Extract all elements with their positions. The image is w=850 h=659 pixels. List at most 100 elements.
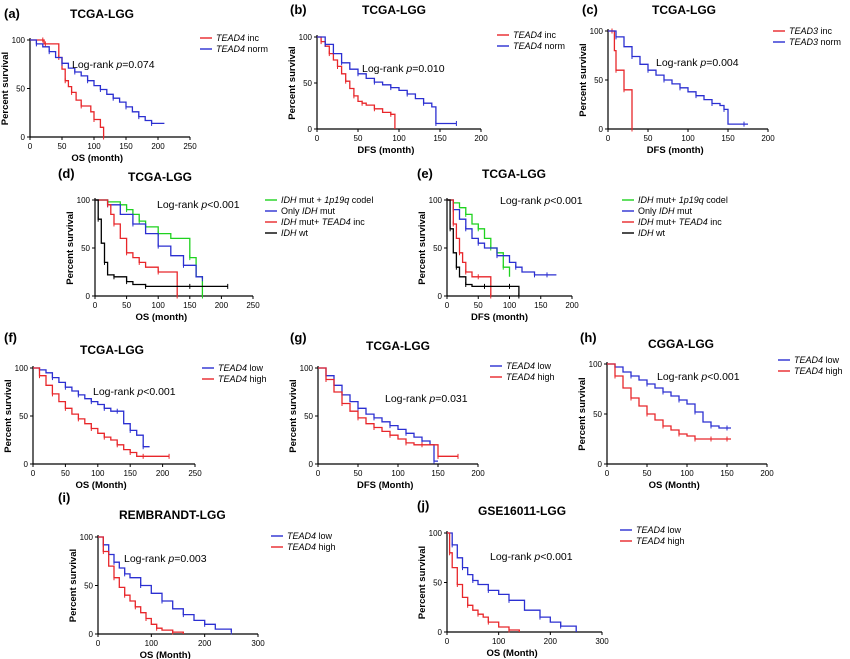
x-tick-label: 100 — [152, 301, 166, 310]
x-tick-label: 100 — [145, 639, 159, 648]
logrank-annotation: Log-rank p=0.010 — [362, 63, 445, 75]
y-tick-label: 50 — [19, 412, 28, 421]
y-axis-label: Percent survival — [288, 379, 299, 452]
x-axis-label: DFS (Month) — [357, 480, 413, 491]
x-axis-label: DFS (month) — [357, 145, 414, 156]
x-tick-label: 50 — [122, 301, 131, 310]
x-tick-label: 50 — [58, 142, 67, 151]
panel-title: REMBRANDT-LGG — [119, 508, 226, 522]
survival-curve — [608, 30, 748, 125]
legend-entry: IDH mut + 1p19q codel — [281, 195, 373, 205]
y-tick-label: 50 — [593, 410, 602, 419]
legend-entry: TEAD3 norm — [789, 37, 841, 47]
x-axis-label: OS (month) — [71, 153, 123, 164]
panel-title: TCGA-LGG — [70, 7, 134, 21]
survival-panel: (c) TCGA-LGG 0 50 100 150 200 0 50 100 DFS (month)… — [578, 2, 841, 156]
survival-curve — [30, 39, 105, 137]
x-tick-label: 50 — [474, 301, 483, 310]
legend-entry: TEAD4 norm — [513, 41, 565, 51]
y-tick-label: 0 — [24, 460, 29, 469]
y-tick-label: 50 — [303, 79, 312, 88]
legend-entry: IDH mut+ TEAD4 inc — [638, 217, 722, 227]
y-tick-label: 100 — [429, 196, 443, 205]
x-tick-label: 150 — [431, 469, 445, 478]
x-axis-label: DFS (month) — [647, 145, 704, 156]
legend-entry: TEAD4 high — [636, 536, 685, 546]
panel-title: TCGA-LGG — [482, 167, 546, 181]
y-tick-label: 100 — [15, 364, 29, 373]
logrank-annotation: Log-rank p<0.001 — [657, 371, 740, 383]
legend-entry: TEAD4 high — [794, 366, 843, 376]
survival-curve — [447, 199, 492, 296]
x-tick-label: 150 — [721, 134, 735, 143]
x-tick-label: 200 — [544, 637, 558, 646]
y-tick-label: 50 — [594, 76, 603, 85]
y-tick-label: 0 — [21, 133, 26, 142]
x-tick-label: 100 — [91, 469, 105, 478]
logrank-annotation: Log-rank p=0.004 — [656, 57, 739, 69]
x-tick-label: 0 — [316, 469, 321, 478]
y-tick-label: 0 — [308, 125, 313, 134]
survival-curve — [447, 532, 577, 632]
y-tick-label: 50 — [84, 582, 93, 591]
x-tick-label: 50 — [354, 469, 363, 478]
x-tick-label: 150 — [534, 301, 548, 310]
x-tick-label: 100 — [681, 134, 695, 143]
x-tick-label: 200 — [760, 469, 774, 478]
legend-entry: TEAD3 inc — [789, 26, 833, 36]
x-tick-label: 100 — [680, 469, 694, 478]
logrank-annotation: Log-rank p=0.074 — [72, 59, 155, 71]
x-tick-label: 200 — [474, 134, 488, 143]
y-axis-label: Percent survival — [417, 211, 428, 284]
x-tick-label: 200 — [565, 301, 579, 310]
survival-curve — [95, 199, 228, 288]
survival-panel: (j) GSE16011-LGG 0 100 200 300 0 50 100 OS (Month… — [417, 498, 685, 659]
x-axis-label: DFS (month) — [471, 312, 528, 323]
y-axis-label: Percent survival — [68, 549, 79, 622]
x-tick-label: 100 — [87, 142, 101, 151]
survival-curve — [33, 367, 170, 457]
x-tick-label: 150 — [183, 301, 197, 310]
x-axis-label: OS (Month) — [649, 480, 700, 491]
y-tick-label: 50 — [16, 85, 25, 94]
y-tick-label: 0 — [438, 628, 443, 637]
y-tick-label: 100 — [77, 196, 91, 205]
x-tick-label: 100 — [392, 134, 406, 143]
logrank-annotation: Log-rank p=0.003 — [124, 553, 207, 565]
x-tick-label: 200 — [215, 301, 229, 310]
legend-entry: TEAD4 low — [218, 363, 264, 373]
y-tick-label: 50 — [433, 244, 442, 253]
x-tick-label: 0 — [605, 469, 610, 478]
x-tick-label: 50 — [61, 469, 70, 478]
survival-curve — [447, 199, 557, 276]
x-tick-label: 0 — [315, 134, 320, 143]
logrank-annotation: Log-rank p<0.001 — [500, 195, 583, 207]
panel-label: (j) — [417, 498, 429, 513]
x-tick-label: 150 — [433, 134, 447, 143]
panel-title: TCGA-LGG — [652, 3, 716, 17]
x-tick-label: 0 — [445, 637, 450, 646]
survival-curve — [98, 536, 232, 633]
survival-curve — [447, 532, 520, 632]
panel-title: TCGA-LGG — [362, 3, 426, 17]
survival-curve — [607, 363, 731, 440]
logrank-annotation: Log-rank p<0.001 — [93, 386, 176, 398]
legend-entry: TEAD4 low — [287, 531, 333, 541]
y-tick-label: 100 — [590, 27, 604, 36]
y-tick-label: 0 — [89, 630, 94, 639]
y-tick-label: 100 — [299, 33, 313, 42]
x-tick-label: 200 — [471, 469, 485, 478]
survival-curve — [317, 36, 396, 129]
survival-panel: (e) TCGA-LGG 0 50 100 150 200 0 50 100 DFS (month)… — [417, 166, 728, 323]
y-tick-label: 50 — [81, 244, 90, 253]
panel-title: TCGA-LGG — [80, 343, 144, 357]
legend-entry: TEAD4 high — [218, 374, 267, 384]
y-tick-label: 100 — [80, 533, 94, 542]
panel-label: (e) — [417, 166, 433, 181]
legend-entry: IDH wt — [638, 228, 666, 238]
panel-title: TCGA-LGG — [366, 339, 430, 353]
panel-label: (g) — [290, 330, 307, 345]
survival-curve — [33, 367, 150, 448]
x-tick-label: 0 — [31, 469, 36, 478]
